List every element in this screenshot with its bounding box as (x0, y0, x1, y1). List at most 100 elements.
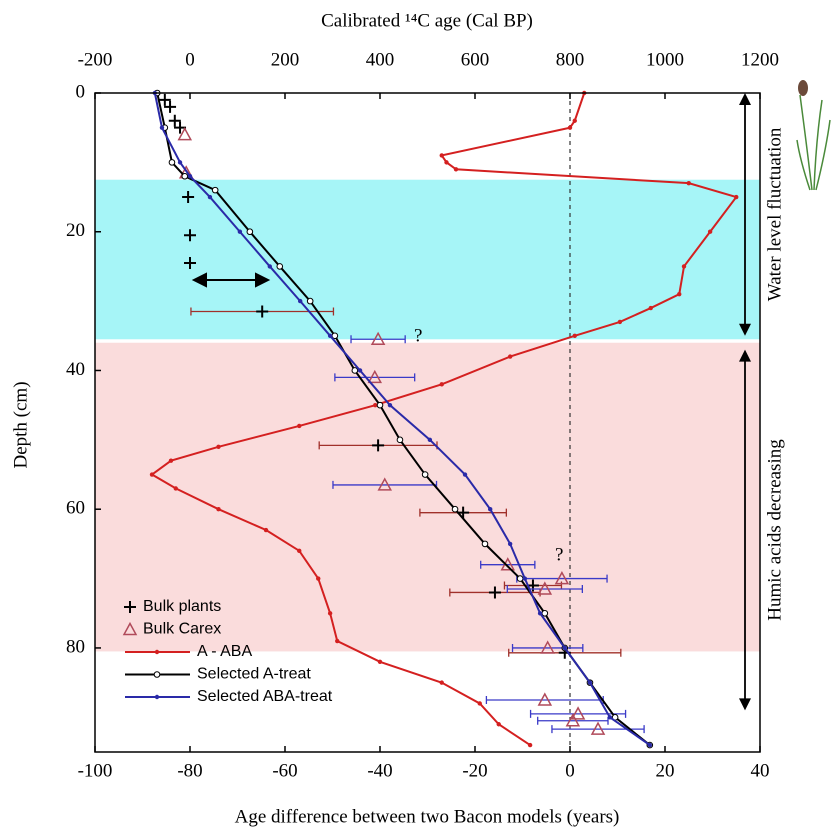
series (149, 90, 739, 748)
x-tick-label: -60 (272, 760, 297, 781)
dot-marker (149, 472, 155, 477)
dot-marker (173, 486, 178, 491)
triangle-marker (122, 621, 138, 636)
x2-tick-label: -200 (78, 49, 113, 70)
circle-marker (168, 159, 176, 166)
plant-head (798, 80, 808, 96)
triangle-marker (565, 713, 581, 727)
dot-marker (357, 368, 363, 373)
plus-marker (168, 114, 181, 127)
plot-frame (94, 92, 761, 753)
circle-marker (481, 540, 489, 548)
dot-marker (686, 180, 691, 186)
dot-marker (216, 444, 221, 449)
circle-marker (276, 263, 284, 270)
legend-label: A - ABA (197, 643, 252, 660)
x2-tick-label: 800 (556, 49, 585, 70)
error-bar (511, 643, 584, 652)
dot-marker (154, 694, 160, 700)
circle-marker (541, 609, 549, 617)
triangle-marker (554, 571, 570, 585)
circle-marker (421, 471, 429, 478)
dot-marker (522, 576, 528, 581)
dot-marker (572, 118, 577, 123)
error-bar (480, 560, 536, 569)
dot-marker (327, 333, 333, 338)
legend-label: Selected ABA-treat (197, 688, 333, 705)
plant-icon (796, 80, 831, 191)
x2-tick-label: 200 (271, 49, 300, 70)
plus-marker (164, 100, 177, 113)
dot-marker (587, 680, 593, 685)
circle-marker (351, 367, 359, 374)
double-arrow (191, 272, 271, 288)
plus-marker (372, 439, 385, 452)
dot-marker (297, 548, 302, 554)
plus-marker (182, 191, 195, 204)
circle-marker (396, 436, 404, 444)
dot-marker (453, 167, 459, 172)
dot-marker (187, 174, 193, 179)
triangle-marker (177, 127, 193, 141)
triangle-marker (367, 369, 383, 384)
x-tick-label: 20 (656, 760, 675, 781)
dot-marker (297, 423, 302, 429)
plant-leaves (796, 94, 831, 191)
dot-marker (477, 701, 482, 706)
x2-tick-label: 400 (366, 49, 395, 70)
circle-marker (376, 401, 384, 409)
dot-marker (298, 298, 303, 304)
dot-marker (237, 229, 243, 234)
dot-marker (327, 611, 333, 616)
x-tick-label: -40 (367, 760, 392, 781)
x-tick-label: -20 (462, 760, 487, 781)
legend-label: Selected A-treat (197, 666, 311, 683)
x2-tick-label: 1200 (741, 49, 779, 70)
triangle-marker (377, 477, 393, 491)
dot-marker (373, 402, 378, 408)
dot-marker (488, 507, 493, 512)
dot-marker (267, 264, 272, 269)
legend-label: Bulk Carex (143, 621, 221, 638)
dot-marker (387, 402, 393, 408)
plus-marker (184, 256, 196, 269)
dot-marker (572, 333, 577, 338)
side-label: Humic acids decreasing (764, 439, 785, 621)
dot-marker (527, 742, 533, 748)
triangle-marker (590, 721, 606, 735)
dot-marker (617, 319, 623, 325)
circle-marker (181, 172, 189, 180)
shaded-band (95, 179, 760, 340)
arrow-head (191, 272, 271, 288)
x-tick-label: -100 (78, 760, 113, 781)
dot-marker (681, 264, 687, 269)
x-tick-label: 40 (751, 760, 770, 781)
plus-marker (488, 586, 501, 599)
dot-marker (427, 437, 433, 443)
dot-marker (507, 354, 513, 359)
annotation: ? (555, 544, 563, 565)
circle-marker (211, 186, 219, 194)
dot-marker (335, 638, 340, 644)
triangle-marker (540, 640, 555, 654)
x-tick-label: 0 (565, 760, 575, 781)
dot-marker (647, 742, 652, 748)
y-axis-title: Depth (cm) (10, 381, 31, 468)
dot-marker (377, 659, 383, 665)
dot-marker (648, 305, 653, 311)
dot-marker (507, 541, 513, 547)
plus-marker (174, 121, 187, 134)
triangle-marker (537, 581, 553, 595)
circle-marker (153, 671, 161, 678)
dot-marker (537, 611, 543, 616)
circle-marker (451, 505, 459, 513)
bottom-axis-title: Age difference between two Bacon models … (235, 806, 620, 827)
dot-marker (263, 527, 269, 533)
circle-marker (516, 575, 524, 582)
dot-marker (177, 160, 183, 165)
plus-marker (158, 93, 171, 106)
error-bar (350, 335, 406, 344)
plus-marker (184, 229, 196, 242)
dot-marker (562, 645, 567, 651)
